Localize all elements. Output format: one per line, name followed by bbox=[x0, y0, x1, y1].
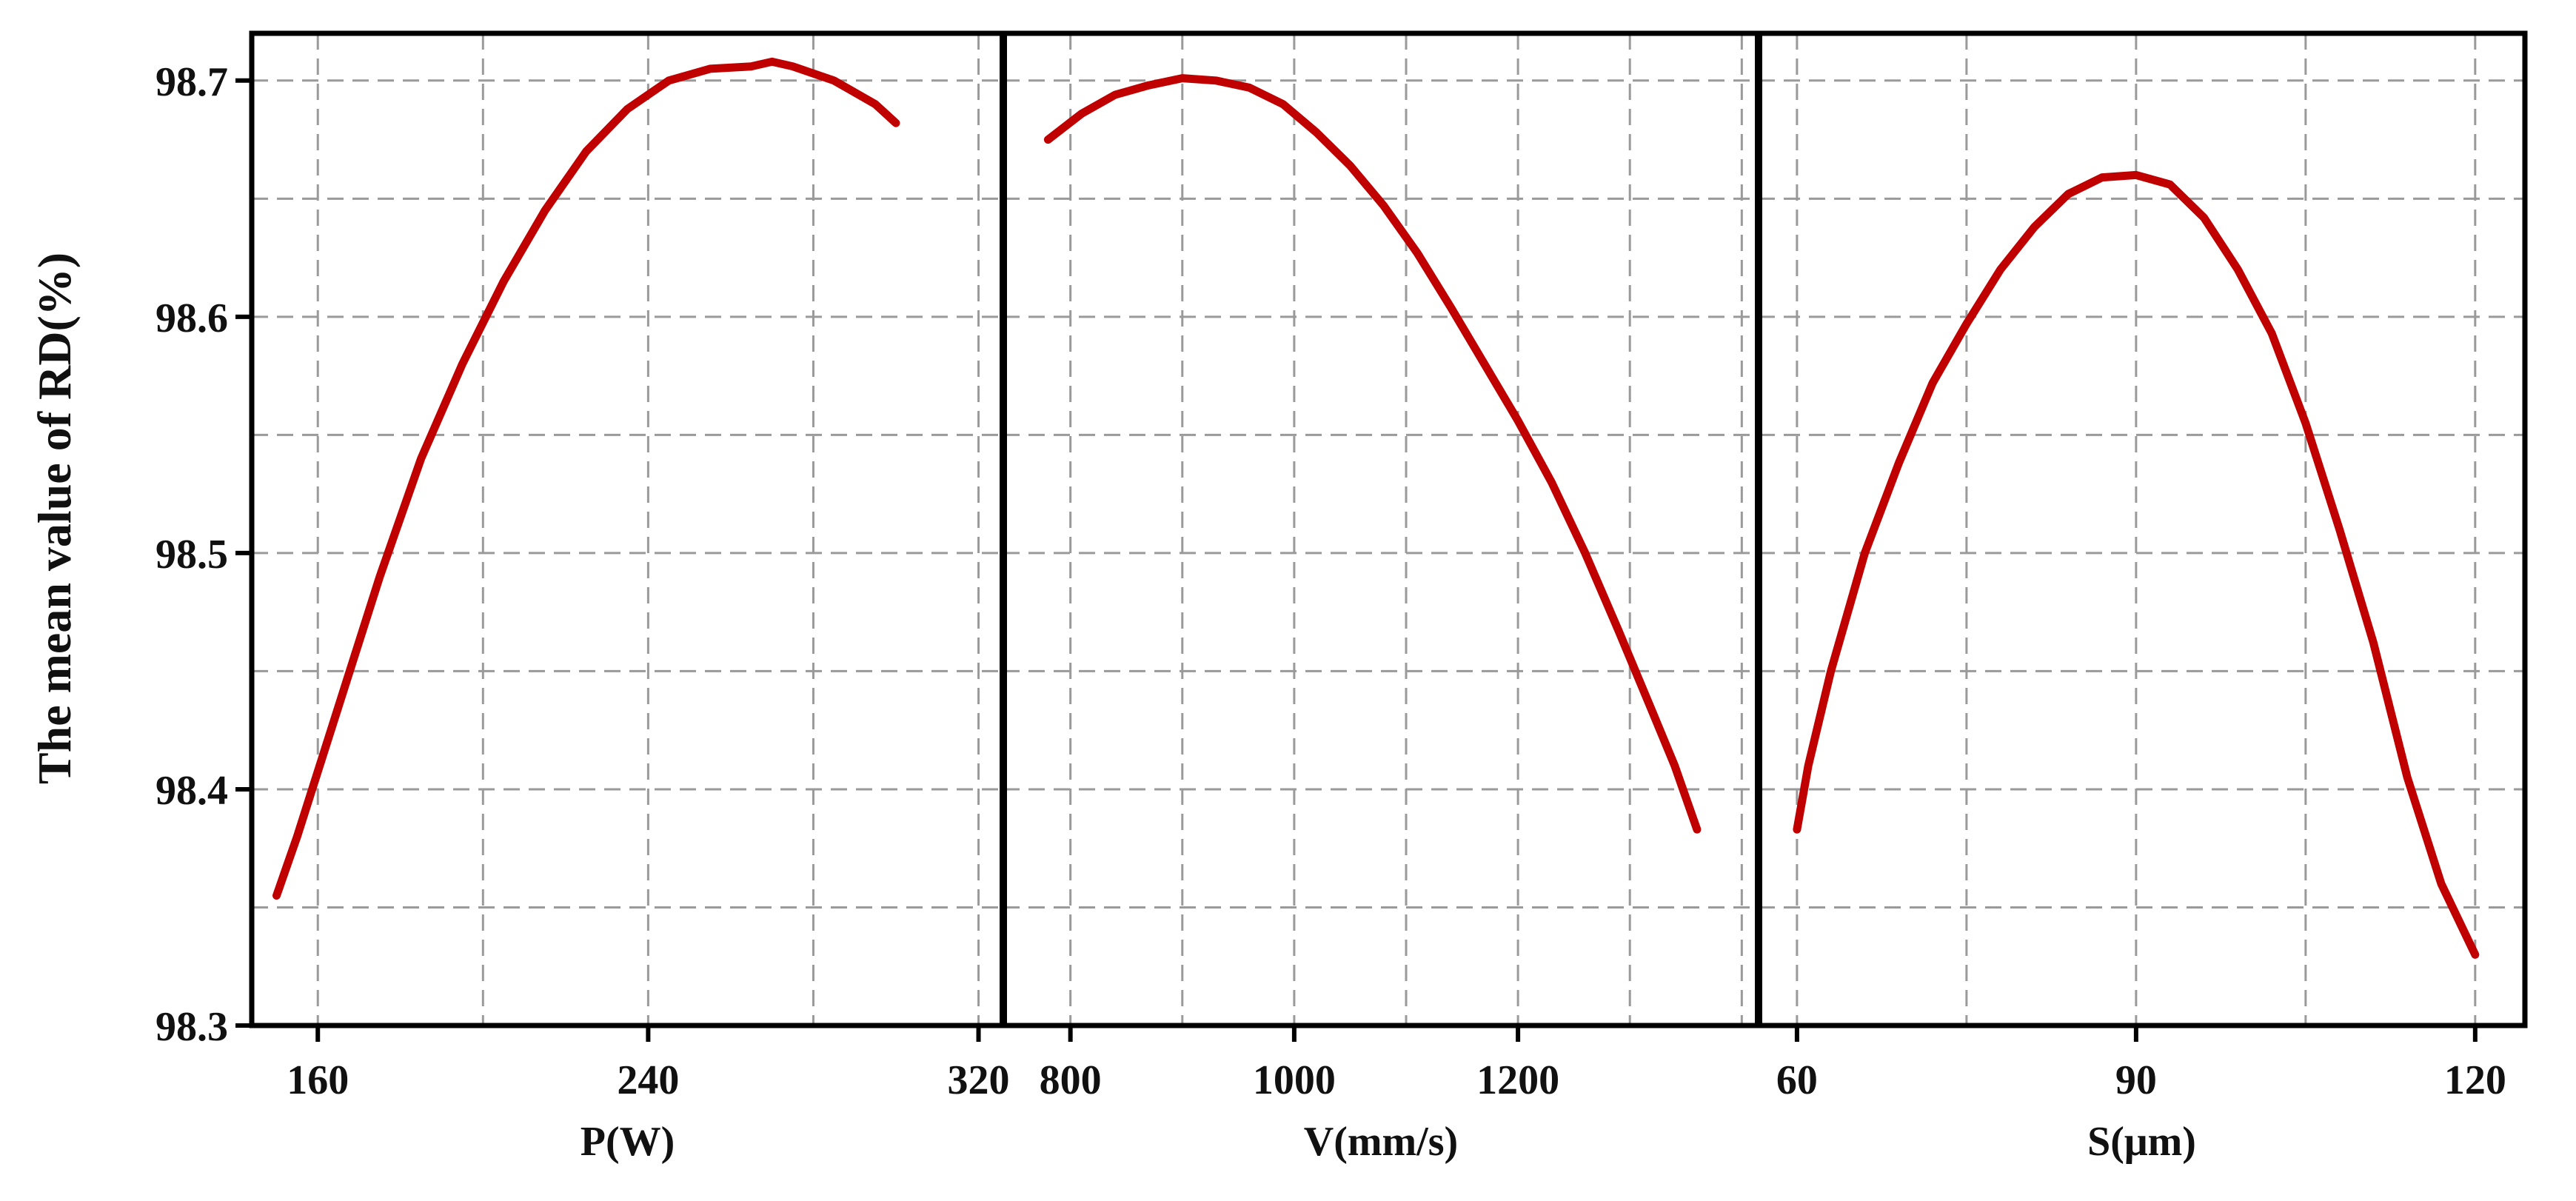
y-tick-label: 98.6 bbox=[155, 295, 228, 341]
y-axis-label: The mean value of RD(%) bbox=[28, 252, 81, 784]
series-layer bbox=[272, 57, 2480, 959]
y-tick-label: 98.4 bbox=[155, 768, 228, 814]
series-line-s bbox=[1793, 170, 2480, 959]
x-tick-label-s: 60 bbox=[1776, 1057, 1818, 1103]
x-tick-label-v: 800 bbox=[1040, 1057, 1102, 1103]
x-tick-label-s: 90 bbox=[2115, 1057, 2157, 1103]
frame-layer bbox=[235, 30, 2528, 1042]
label-layer: The mean value of RD(%) 160 240 320 P(W) 800… bbox=[28, 59, 2506, 1165]
x-tick-label-p: 240 bbox=[617, 1057, 679, 1103]
series-line-p bbox=[272, 57, 900, 900]
y-tick-label: 98.3 bbox=[155, 1004, 228, 1050]
x-axis-label-s: S(μm) bbox=[2087, 1119, 2196, 1165]
y-tick-label: 98.5 bbox=[155, 532, 228, 578]
x-tick-label-p: 320 bbox=[948, 1057, 1010, 1103]
plot-frame bbox=[249, 30, 2528, 1028]
y-tick-label: 98.7 bbox=[155, 59, 228, 105]
x-axis-label-v: V(mm/s) bbox=[1304, 1119, 1458, 1165]
series-line-v bbox=[1043, 74, 1702, 834]
x-tick-label-v: 1200 bbox=[1476, 1057, 1559, 1103]
grid-layer bbox=[252, 33, 2525, 1026]
x-axis-label-p: P(W) bbox=[581, 1119, 675, 1165]
x-tick-label-p: 160 bbox=[287, 1057, 349, 1103]
x-tick-label-v: 1000 bbox=[1253, 1057, 1336, 1103]
x-tick-label-s: 120 bbox=[2444, 1057, 2506, 1103]
